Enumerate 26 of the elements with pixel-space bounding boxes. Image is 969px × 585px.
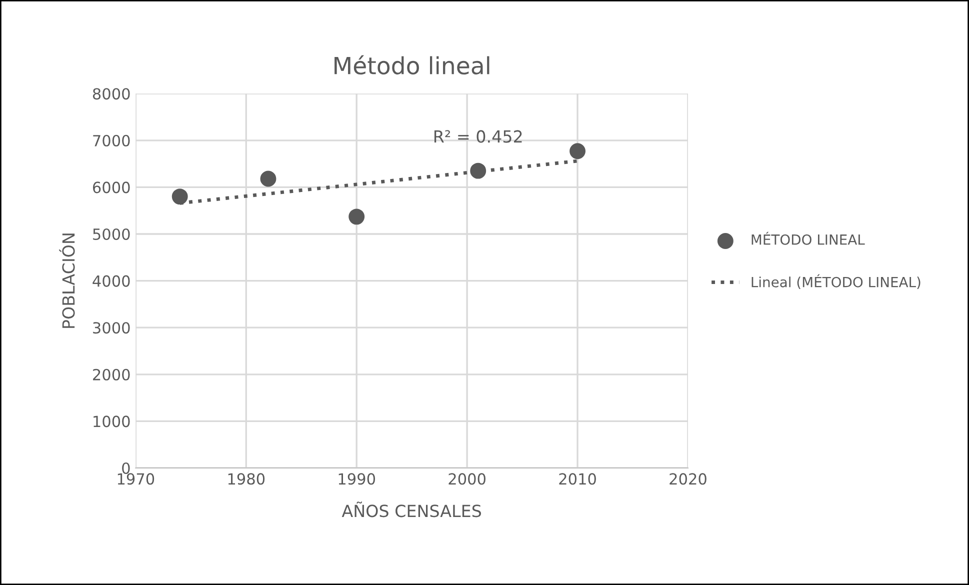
chart-title: Método lineal: [334, 55, 490, 74]
x-tick-label: 1980: [228, 473, 265, 485]
y-tick-label: 4000: [92, 275, 130, 287]
x-tick-label: 2000: [448, 473, 486, 485]
point: [172, 188, 188, 205]
x-axis-title: AÑOS CENSALES: [342, 502, 481, 518]
x-tick-label: 2020: [670, 473, 706, 485]
y-tick-label: 3000: [93, 322, 130, 334]
y-tick-label: 7000: [93, 134, 130, 146]
legend-label: Lineal (MÉTODO LINEAL): [752, 274, 920, 289]
point: [570, 143, 586, 160]
x-tick-label: 2010: [559, 473, 596, 485]
y-tick-label: 8000: [92, 88, 130, 100]
x-tick-label: 1990: [338, 473, 376, 485]
point: [348, 208, 365, 225]
y-tick-label: 5000: [93, 228, 130, 240]
point: [470, 162, 486, 179]
x-tick-label: 1970: [118, 473, 154, 485]
y-tick-label: 0: [122, 462, 130, 474]
point: [260, 170, 276, 187]
y-axis-title: POBLACIÓN: [59, 234, 75, 328]
y-tick-label: 1000: [94, 416, 130, 428]
legend-label: MÉTODO LINEAL: [752, 232, 865, 245]
y-tick-label: 6000: [92, 182, 130, 194]
y-tick-label: 2000: [93, 368, 130, 380]
annotation: R² = 0.452: [434, 130, 522, 143]
